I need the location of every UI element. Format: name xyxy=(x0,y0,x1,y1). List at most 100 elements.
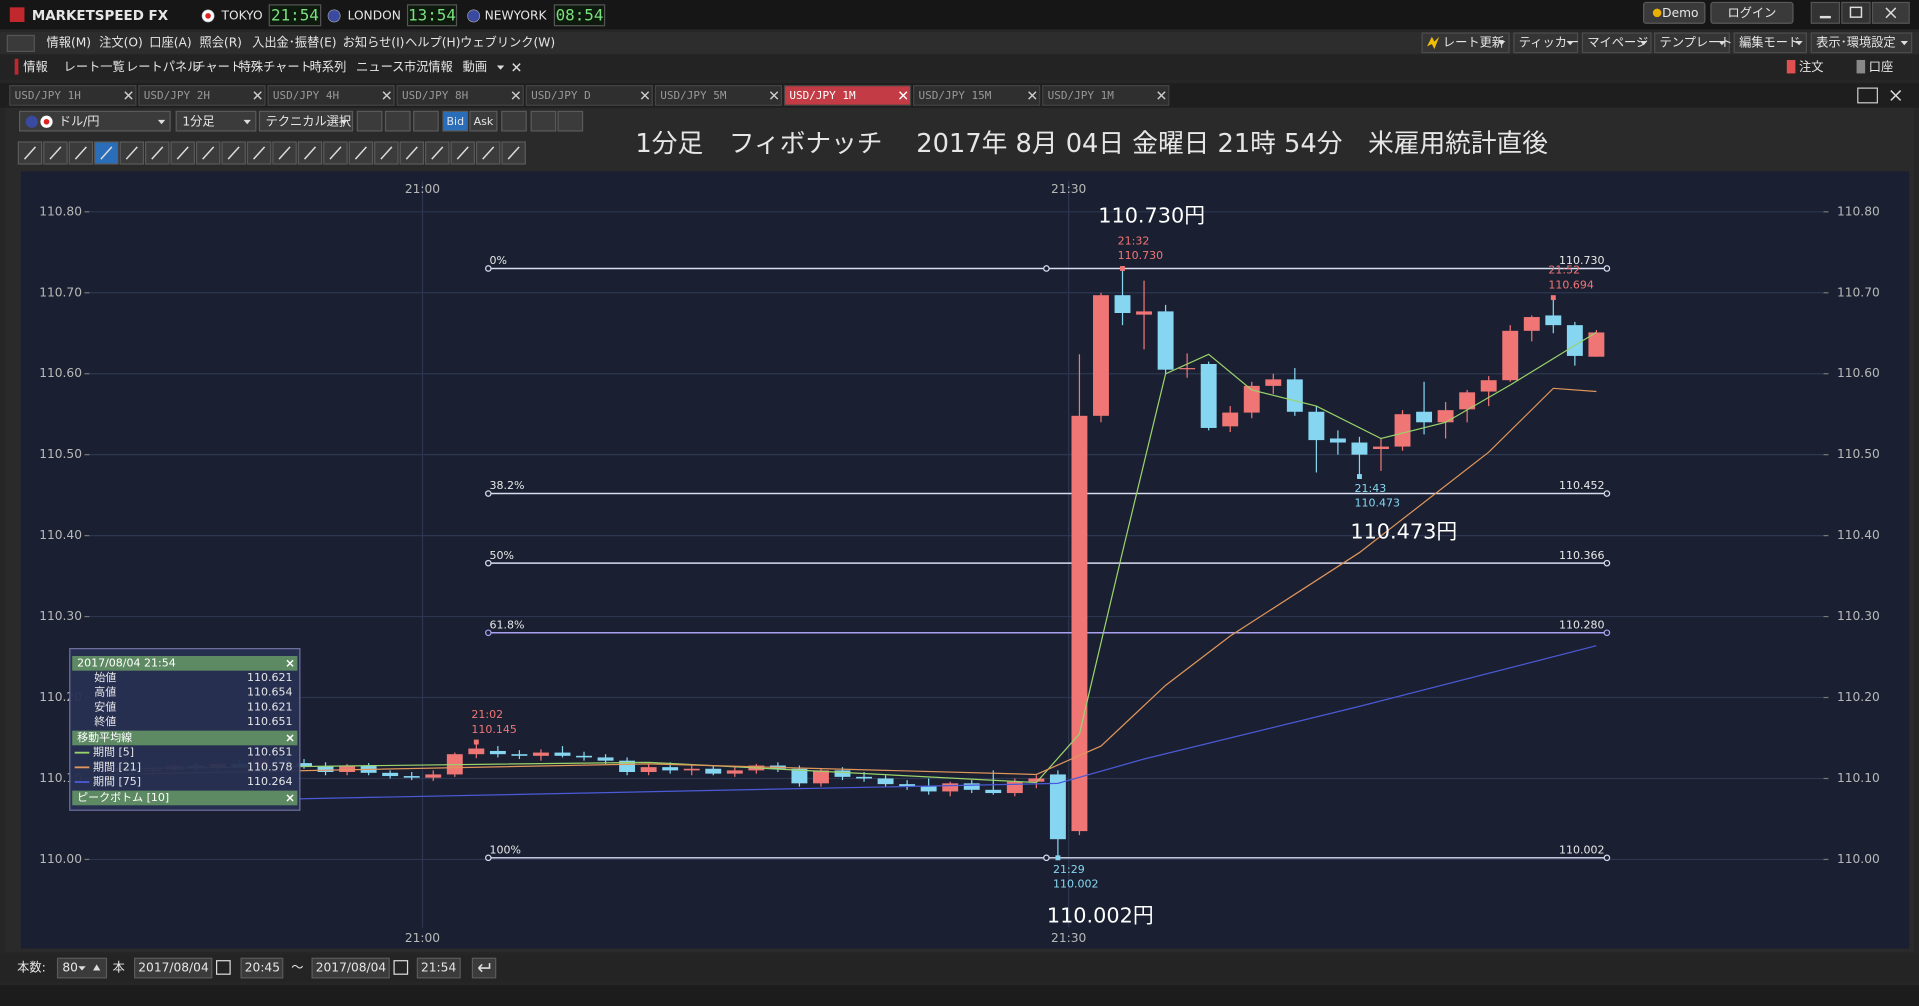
calendar-icon[interactable] xyxy=(216,960,231,975)
close-icon[interactable] xyxy=(640,91,650,100)
quick-item[interactable]: 時系列 xyxy=(310,60,347,74)
tab-label[interactable]: USD/JPY 1M xyxy=(1048,89,1115,102)
menu-item[interactable]: 情報(M) xyxy=(47,35,92,49)
fib-handle[interactable] xyxy=(485,490,492,497)
menu-item[interactable]: お知らせ(I) xyxy=(343,35,405,49)
fib-anchor[interactable] xyxy=(1043,854,1050,862)
fib-handle[interactable] xyxy=(485,265,492,272)
to-time[interactable]: 21:54 xyxy=(421,961,456,975)
tab[interactable] xyxy=(1042,85,1170,106)
panel-restore[interactable] xyxy=(1857,87,1878,104)
account-button[interactable] xyxy=(1710,1,1794,24)
price-button-label[interactable]: Ask xyxy=(474,115,494,128)
quick-item[interactable]: レートパネル xyxy=(126,60,199,74)
selector[interactable] xyxy=(258,110,354,132)
to-date[interactable]: 2017/08/04 xyxy=(316,961,387,975)
calendar-icon[interactable] xyxy=(393,960,409,975)
close-icon[interactable] xyxy=(124,91,133,100)
tab-label[interactable]: USD/JPY D xyxy=(531,89,591,102)
quick-right-item[interactable]: 口座 xyxy=(1869,60,1893,74)
fib-handle[interactable] xyxy=(1603,854,1611,862)
close-icon[interactable] xyxy=(286,794,294,802)
fib-handle[interactable] xyxy=(485,629,492,637)
selector-label[interactable]: テクニカル選択 xyxy=(266,114,352,128)
quick-item[interactable]: レート一覧 xyxy=(64,60,125,74)
tab[interactable] xyxy=(267,85,395,106)
fib-handle[interactable] xyxy=(485,559,492,567)
date-input[interactable] xyxy=(134,957,213,979)
tab[interactable] xyxy=(396,85,524,106)
toolbar-button-label[interactable]: テンプレート xyxy=(1660,35,1733,49)
tab[interactable] xyxy=(654,85,783,106)
toolbar-button-label[interactable]: 表示･環境設定 xyxy=(1816,35,1895,49)
tool-button[interactable] xyxy=(557,110,584,132)
price-button-label[interactable]: Bid xyxy=(446,115,464,128)
close-icon[interactable] xyxy=(286,659,294,667)
close-icon[interactable] xyxy=(253,91,262,100)
window-button[interactable] xyxy=(1841,1,1871,24)
toolbar-button[interactable] xyxy=(1421,32,1510,54)
menu-item[interactable]: ウェブリンク(W) xyxy=(460,34,555,49)
dropdown-arrow[interactable] xyxy=(340,119,348,125)
count-value[interactable]: 80 xyxy=(62,961,78,975)
menu-icon[interactable] xyxy=(6,34,35,53)
tab-label[interactable]: USD/JPY 15M xyxy=(919,89,992,102)
menu-item[interactable]: 口座(A) xyxy=(149,35,191,49)
selector-label[interactable]: ドル/円 xyxy=(59,114,100,128)
toolbar-button[interactable] xyxy=(1733,32,1808,54)
menu-item[interactable]: 注文(O) xyxy=(99,35,143,49)
tool-button[interactable] xyxy=(530,110,557,132)
dropdown-arrow[interactable] xyxy=(243,119,251,125)
close-icon[interactable] xyxy=(382,91,391,100)
price-button[interactable] xyxy=(469,110,498,132)
fib-handle[interactable] xyxy=(1603,559,1611,567)
tab[interactable] xyxy=(138,85,266,106)
close-icon[interactable] xyxy=(511,91,521,100)
dropdown-arrow[interactable] xyxy=(496,65,505,70)
toolbar-button[interactable] xyxy=(1654,32,1730,54)
tool-button[interactable] xyxy=(384,110,411,132)
tab[interactable] xyxy=(525,85,653,106)
tab-label[interactable]: USD/JPY 5M xyxy=(660,89,727,102)
close-icon[interactable] xyxy=(1890,90,1902,101)
toolbar-button[interactable] xyxy=(1581,32,1652,54)
toolbar-button[interactable] xyxy=(1513,32,1579,54)
toolbar-button-label[interactable]: マイページ xyxy=(1587,35,1648,49)
from-date[interactable]: 2017/08/04 xyxy=(138,961,209,975)
fib-handle[interactable] xyxy=(1603,490,1611,497)
account-button-label[interactable]: Demo xyxy=(1662,6,1698,20)
toolbar-button-label[interactable]: 編集モード xyxy=(1739,34,1800,49)
fib-handle[interactable] xyxy=(485,854,492,862)
selector[interactable] xyxy=(175,110,257,132)
spin-up[interactable] xyxy=(93,964,101,971)
quick-item[interactable]: 特殊チャート xyxy=(239,59,312,74)
time-input[interactable] xyxy=(416,957,461,979)
menu-item[interactable]: 入出金･振替(E) xyxy=(252,35,336,49)
close-icon[interactable] xyxy=(899,91,908,100)
dropdown-arrow[interactable] xyxy=(1639,40,1648,46)
date-input[interactable] xyxy=(311,957,390,979)
dropdown-arrow[interactable] xyxy=(157,119,166,125)
dropdown-arrow[interactable] xyxy=(78,966,86,971)
tab-active[interactable] xyxy=(783,85,912,106)
tab-label[interactable]: USD/JPY 8H xyxy=(402,89,468,102)
quick-right-item[interactable]: 注文 xyxy=(1799,60,1823,74)
toolbar-button-label[interactable]: ティッカー xyxy=(1519,35,1579,49)
dropdown-arrow[interactable] xyxy=(1718,40,1726,46)
quick-item[interactable]: ニュース xyxy=(356,60,404,74)
quick-item[interactable]: 市況情報 xyxy=(404,59,453,74)
tab-label[interactable]: USD/JPY 4H xyxy=(273,89,339,102)
fib-handle[interactable] xyxy=(1603,629,1611,637)
tab-label[interactable]: USD/JPY 2H xyxy=(144,89,210,102)
tool-button[interactable] xyxy=(501,110,527,132)
close-icon[interactable] xyxy=(769,91,779,100)
quick-item[interactable]: 情報 xyxy=(23,60,47,74)
close-icon[interactable] xyxy=(1885,7,1897,19)
account-button[interactable] xyxy=(1643,1,1706,24)
tool-button[interactable] xyxy=(413,110,439,132)
close-icon[interactable] xyxy=(512,63,521,72)
close-icon[interactable] xyxy=(286,734,294,742)
dropdown-arrow[interactable] xyxy=(1566,40,1574,46)
window-button[interactable] xyxy=(1810,1,1841,24)
account-button-label[interactable]: ログイン xyxy=(1728,6,1777,20)
